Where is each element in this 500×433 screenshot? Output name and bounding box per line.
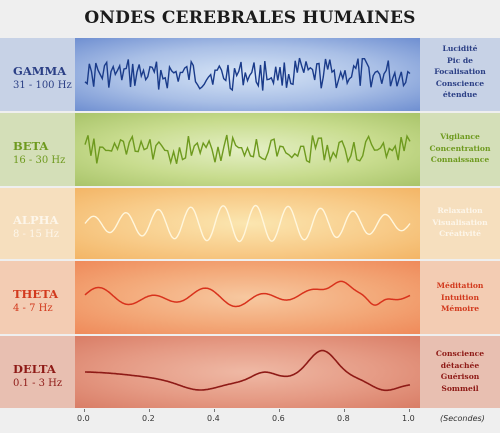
- band-description-cell: Vigilance Concentration Connaissance: [420, 113, 500, 186]
- description-line: Concentration: [429, 143, 491, 153]
- description-line: Lucidité: [442, 44, 478, 53]
- band-label-cell: GAMMA 31 - 100 Hz: [0, 38, 75, 111]
- delta-wave: [85, 349, 411, 392]
- axis-tick-label: 1.0: [402, 414, 415, 423]
- wave-line: [84, 57, 411, 92]
- description-line: Relaxation: [437, 206, 483, 215]
- band-frequency: 16 - 30 Hz: [13, 155, 66, 166]
- alpha-wave: [84, 204, 411, 243]
- axis-tick-label: 0.6: [272, 414, 285, 423]
- wave-panel: [75, 336, 420, 408]
- description-line: Mémoire: [440, 304, 480, 313]
- band-frequency: 0.1 - 3 Hz: [13, 378, 63, 389]
- band-name: ALPHA: [13, 213, 59, 227]
- axis-tick-mark: [344, 409, 345, 412]
- band-label-cell: BETA 16 - 30 Hz: [0, 113, 75, 186]
- description-line: Pic de: [446, 55, 473, 65]
- description-line: Conscience: [435, 78, 485, 88]
- band-delta: DELTA 0.1 - 3 Hz Conscience détachée Gué…: [0, 336, 500, 408]
- description-line: Conscience: [435, 349, 485, 358]
- wave-line: [84, 280, 411, 308]
- description-line: Sommeil: [441, 383, 479, 393]
- band-label-cell: THETA 4 - 7 Hz: [0, 261, 75, 334]
- theta-wave: [84, 280, 411, 308]
- wave-line: [84, 134, 411, 166]
- band-name: GAMMA: [13, 64, 67, 78]
- axis-tick-label: 0.4: [207, 414, 220, 423]
- band-description-cell: Lucidité Pic de Focalisation Conscience …: [420, 38, 500, 111]
- axis-tick-mark: [279, 409, 280, 412]
- band-name: BETA: [13, 139, 49, 153]
- band-descriptions: Conscience détachée Guérison Sommeil: [420, 348, 500, 394]
- axis-unit-label: (Secondes): [440, 414, 485, 423]
- band-descriptions: Relaxation Visualisation Créativité: [420, 205, 500, 240]
- axis-tick-mark: [409, 409, 410, 412]
- description-line: Connaissance: [430, 155, 490, 164]
- axis-tick-mark: [149, 409, 150, 412]
- wave-panel: [75, 261, 420, 334]
- band-frequency: 4 - 7 Hz: [13, 303, 53, 314]
- band-label-cell: DELTA 0.1 - 3 Hz: [0, 336, 75, 408]
- description-line: étendue: [442, 90, 478, 99]
- beta-wave: [84, 134, 411, 166]
- band-theta: THETA 4 - 7 Hz Méditation Intuition Mémo…: [0, 261, 500, 334]
- wave-line: [84, 204, 411, 243]
- axis-tick-label: 0.8: [337, 414, 350, 423]
- band-name: DELTA: [13, 362, 56, 376]
- description-line: détachée: [440, 360, 480, 370]
- description-line: Méditation: [436, 281, 484, 290]
- axis-tick-label: 0.0: [77, 414, 90, 423]
- description-line: Créativité: [439, 229, 481, 238]
- band-descriptions: Méditation Intuition Mémoire: [420, 280, 500, 315]
- description-line: Focalisation: [434, 67, 486, 76]
- description-line: Visualisation: [432, 217, 488, 227]
- gamma-wave: [84, 57, 411, 92]
- band-beta: BETA 16 - 30 Hz Vigilance Concentration …: [0, 113, 500, 186]
- wave-line: [85, 349, 411, 392]
- page-title: ONDES CEREBRALES HUMAINES: [84, 8, 416, 28]
- band-description-cell: Méditation Intuition Mémoire: [420, 261, 500, 334]
- band-name: THETA: [13, 287, 59, 301]
- band-descriptions: Lucidité Pic de Focalisation Conscience …: [420, 43, 500, 101]
- band-label-cell: ALPHA 8 - 15 Hz: [0, 188, 75, 259]
- band-descriptions: Vigilance Concentration Connaissance: [420, 131, 500, 166]
- description-line: Vigilance: [440, 132, 480, 141]
- band-frequency: 8 - 15 Hz: [13, 229, 59, 240]
- description-line: Guérison: [440, 372, 480, 381]
- wave-panel: [75, 38, 420, 111]
- axis-tick-mark: [214, 409, 215, 412]
- axis-tick-mark: [84, 409, 85, 412]
- description-line: Intuition: [441, 292, 479, 302]
- axis-tick-label: 0.2: [142, 414, 155, 423]
- band-frequency: 31 - 100 Hz: [13, 80, 72, 91]
- band-alpha: ALPHA 8 - 15 Hz Relaxation Visualisation…: [0, 188, 500, 259]
- band-gamma: GAMMA 31 - 100 Hz Lucidité Pic de Focali…: [0, 38, 500, 111]
- band-description-cell: Relaxation Visualisation Créativité: [420, 188, 500, 259]
- band-description-cell: Conscience détachée Guérison Sommeil: [420, 336, 500, 408]
